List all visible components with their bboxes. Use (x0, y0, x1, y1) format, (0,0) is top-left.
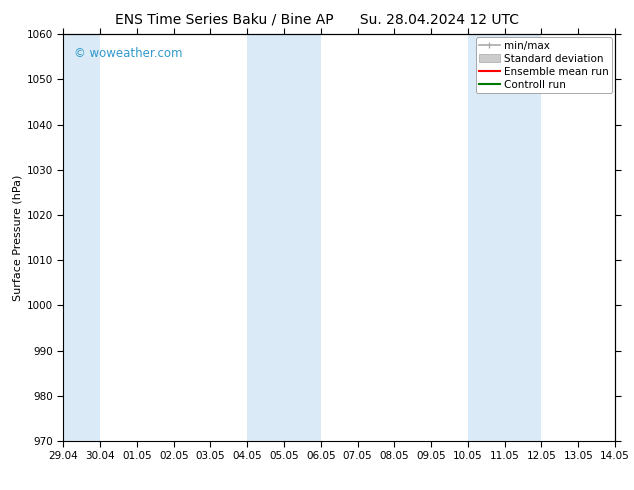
Bar (247, 34, 321, 441)
Y-axis label: Surface Pressure (hPa): Surface Pressure (hPa) (13, 174, 23, 301)
Text: © woweather.com: © woweather.com (74, 47, 183, 59)
Text: ENS Time Series Baku / Bine AP      Su. 28.04.2024 12 UTC: ENS Time Series Baku / Bine AP Su. 28.04… (115, 12, 519, 26)
Legend: min/max, Standard deviation, Ensemble mean run, Controll run: min/max, Standard deviation, Ensemble me… (476, 37, 612, 93)
Bar (468, 34, 541, 441)
Bar (63, 34, 100, 441)
